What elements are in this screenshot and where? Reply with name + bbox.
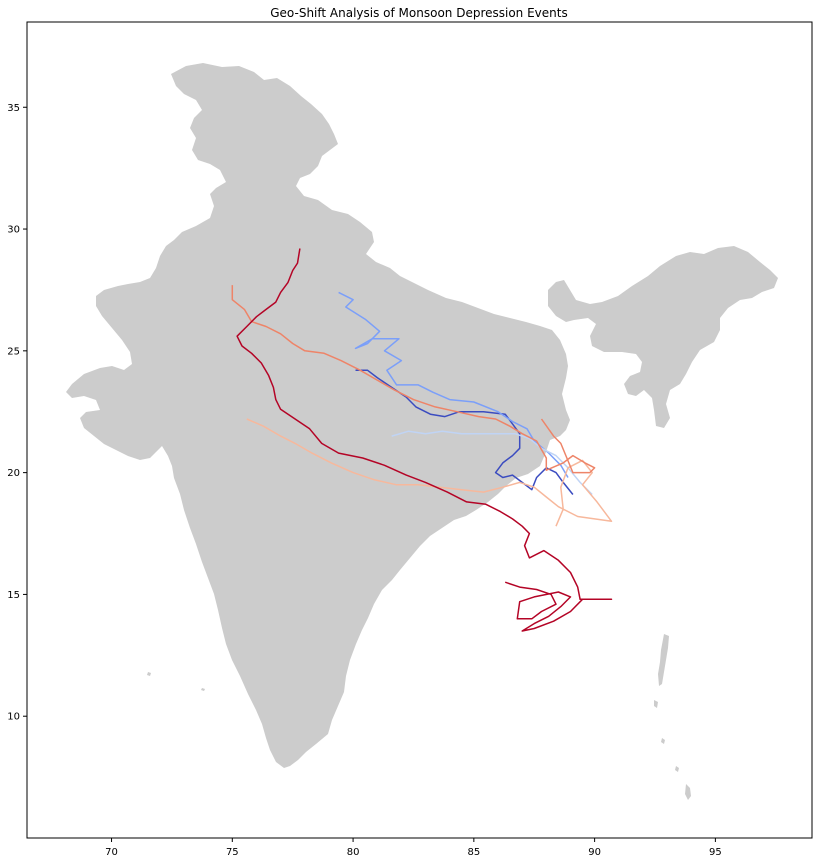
india-mainland <box>66 63 570 768</box>
y-tick-label: 15 <box>7 590 20 601</box>
nicobar-islands <box>654 700 691 800</box>
y-tick-label: 35 <box>7 103 20 114</box>
land-mass <box>66 63 778 800</box>
axes-frame <box>26 21 813 839</box>
depression-track-4 <box>246 418 613 527</box>
andaman-islands <box>658 634 669 686</box>
y-axis: 10 15 20 25 30 35 <box>7 103 27 723</box>
x-tick-label: 75 <box>226 847 239 858</box>
tracks-layer <box>231 248 613 632</box>
depression-track-1 <box>355 369 574 495</box>
northeast-region <box>548 246 778 428</box>
x-tick-label: 80 <box>347 847 360 858</box>
y-tick-label: 10 <box>7 712 20 723</box>
chart-title: Geo-Shift Analysis of Monsoon Depression… <box>270 6 567 20</box>
y-tick-label: 20 <box>7 468 20 479</box>
x-axis: 70 75 80 85 90 95 <box>105 838 722 858</box>
y-tick-label: 30 <box>7 225 20 236</box>
x-tick-label: 95 <box>709 847 722 858</box>
depression-track-3 <box>391 430 593 496</box>
x-tick-label: 70 <box>105 847 118 858</box>
depression-track-2 <box>338 291 569 478</box>
depression-track-6 <box>236 248 613 632</box>
depression-track-5 <box>231 285 596 474</box>
y-tick-label: 25 <box>7 346 20 357</box>
x-tick-label: 90 <box>588 847 601 858</box>
x-tick-label: 85 <box>467 847 480 858</box>
